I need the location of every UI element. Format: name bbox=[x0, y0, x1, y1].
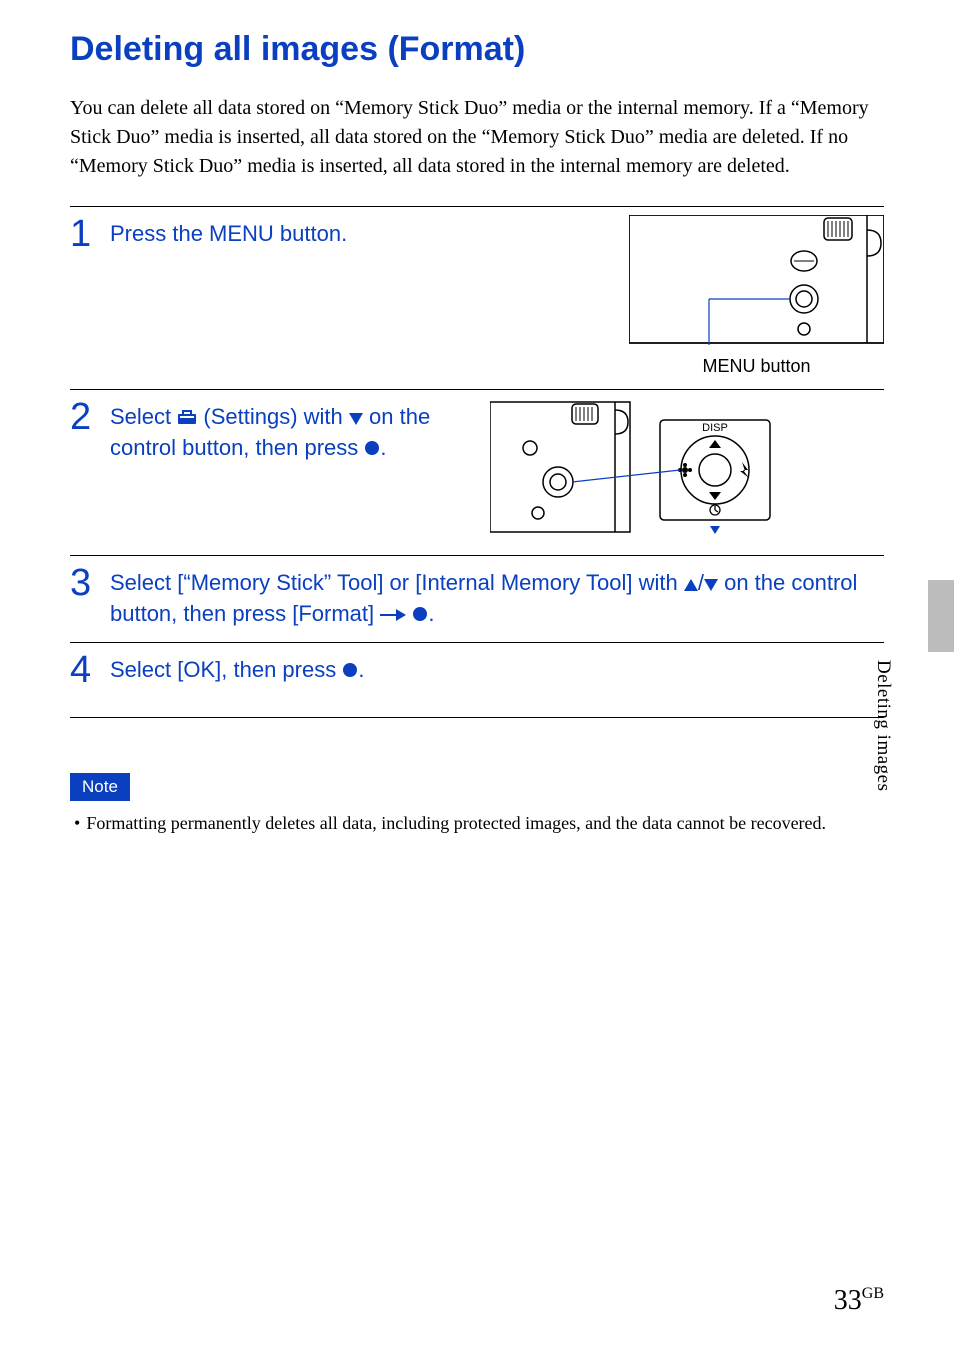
page-number-value: 33 bbox=[834, 1285, 862, 1316]
step-row: 3 Select [“Memory Stick” Tool] or [Inter… bbox=[70, 556, 884, 643]
step-number: 3 bbox=[70, 564, 98, 602]
step-body: Press the MENU button. bbox=[110, 215, 884, 377]
note-text: Formatting permanently deletes all data,… bbox=[86, 811, 826, 836]
center-button-dot-icon bbox=[364, 434, 380, 464]
page-number: 33GB bbox=[834, 1285, 884, 1317]
step-text-part: Press the MENU button. bbox=[110, 221, 347, 246]
step-row: 1 Press the MENU button. bbox=[70, 207, 884, 390]
camera-control-diagram-icon: DISP bbox=[490, 398, 780, 538]
step-text-part: . bbox=[380, 435, 386, 460]
page-number-suffix: GB bbox=[862, 1285, 884, 1302]
page-title: Deleting all images (Format) bbox=[70, 30, 884, 69]
step-text-part: . bbox=[428, 601, 434, 626]
center-button-dot-icon bbox=[412, 600, 428, 630]
step-text: Select [OK], then press . bbox=[110, 651, 884, 686]
center-button-dot-icon bbox=[342, 656, 358, 686]
step-body: Select [OK], then press . bbox=[110, 651, 884, 686]
step-number: 2 bbox=[70, 398, 98, 436]
step-text-part: Select [“Memory Stick” Tool] or [Interna… bbox=[110, 570, 684, 595]
steps-list: 1 Press the MENU button. bbox=[70, 206, 884, 718]
settings-toolbox-icon bbox=[177, 403, 197, 433]
step-number: 1 bbox=[70, 215, 98, 253]
note-label: Note bbox=[70, 773, 130, 801]
step-text: Press the MENU button. bbox=[110, 215, 609, 249]
disp-label: DISP bbox=[702, 422, 728, 434]
step-text-part: (Settings) with bbox=[203, 404, 349, 429]
intro-paragraph: You can delete all data stored on “Memor… bbox=[70, 94, 884, 181]
triangle-down-icon bbox=[704, 569, 718, 599]
step-row: 2 Select (Settings) with on the control … bbox=[70, 390, 884, 556]
document-page: Deleting all images (Format) You can del… bbox=[0, 0, 954, 1357]
step-body: Select [“Memory Stick” Tool] or [Interna… bbox=[110, 564, 884, 630]
step-body: Select (Settings) with on the control bu… bbox=[110, 398, 884, 543]
step-illustration: MENU button bbox=[629, 215, 884, 377]
step-text-part: . bbox=[358, 657, 364, 682]
step-text: Select (Settings) with on the control bu… bbox=[110, 398, 470, 464]
side-section-label: Deleting images bbox=[872, 660, 894, 792]
triangle-up-icon bbox=[684, 569, 698, 599]
step-illustration: DISP bbox=[490, 398, 780, 543]
note-item: • Formatting permanently deletes all dat… bbox=[70, 811, 884, 836]
side-tab bbox=[928, 580, 954, 652]
arrow-right-icon bbox=[380, 600, 406, 630]
step-row: 4 Select [OK], then press . bbox=[70, 643, 884, 718]
step-text-part: Select [OK], then press bbox=[110, 657, 342, 682]
step-text-part: Select bbox=[110, 404, 177, 429]
triangle-down-icon bbox=[349, 403, 363, 433]
illustration-caption: MENU button bbox=[629, 356, 884, 377]
camera-menu-diagram-icon bbox=[629, 215, 884, 345]
step-text: Select [“Memory Stick” Tool] or [Interna… bbox=[110, 564, 884, 630]
step-number: 4 bbox=[70, 651, 98, 689]
bullet-icon: • bbox=[74, 811, 80, 836]
